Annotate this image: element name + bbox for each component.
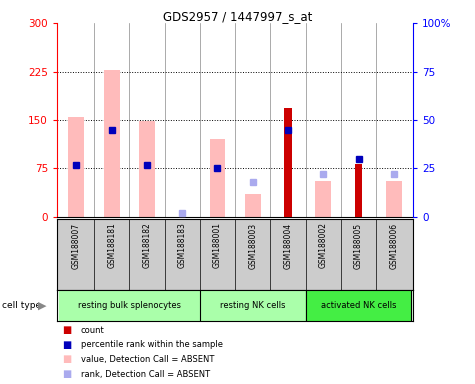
Text: GSM188183: GSM188183 (178, 222, 187, 268)
Bar (139, 121, 155, 217)
Text: GSM188003: GSM188003 (248, 222, 257, 268)
Bar (68, 117, 85, 217)
Text: cell type: cell type (2, 301, 41, 310)
Bar (245, 194, 261, 217)
Text: GSM188005: GSM188005 (354, 222, 363, 268)
Bar (104, 70, 120, 217)
Bar (59, 290, 200, 321)
Text: GSM188004: GSM188004 (284, 222, 293, 268)
Bar (209, 139, 226, 217)
Bar (200, 290, 306, 321)
Text: resting NK cells: resting NK cells (220, 301, 285, 310)
Text: ▶: ▶ (38, 300, 46, 310)
Text: GSM188182: GSM188182 (142, 222, 152, 268)
Bar (315, 181, 331, 217)
Bar (355, 164, 362, 217)
Text: GSM188006: GSM188006 (390, 222, 399, 268)
Bar (284, 108, 292, 217)
Text: GSM188002: GSM188002 (319, 222, 328, 268)
Text: GSM188007: GSM188007 (72, 222, 81, 268)
Text: percentile rank within the sample: percentile rank within the sample (81, 340, 223, 349)
Text: activated NK cells: activated NK cells (321, 301, 396, 310)
Bar (306, 290, 411, 321)
Text: ■: ■ (62, 340, 71, 350)
Text: resting bulk splenocytes: resting bulk splenocytes (78, 301, 181, 310)
Bar (386, 181, 402, 217)
Text: ■: ■ (62, 325, 71, 335)
Text: GSM188001: GSM188001 (213, 222, 222, 268)
Text: value, Detection Call = ABSENT: value, Detection Call = ABSENT (81, 355, 214, 364)
Text: ■: ■ (62, 354, 71, 364)
Text: GDS2957 / 1447997_s_at: GDS2957 / 1447997_s_at (163, 10, 312, 23)
Text: rank, Detection Call = ABSENT: rank, Detection Call = ABSENT (81, 369, 210, 379)
Text: GSM188181: GSM188181 (107, 222, 116, 268)
Text: ■: ■ (62, 369, 71, 379)
Text: count: count (81, 326, 104, 335)
